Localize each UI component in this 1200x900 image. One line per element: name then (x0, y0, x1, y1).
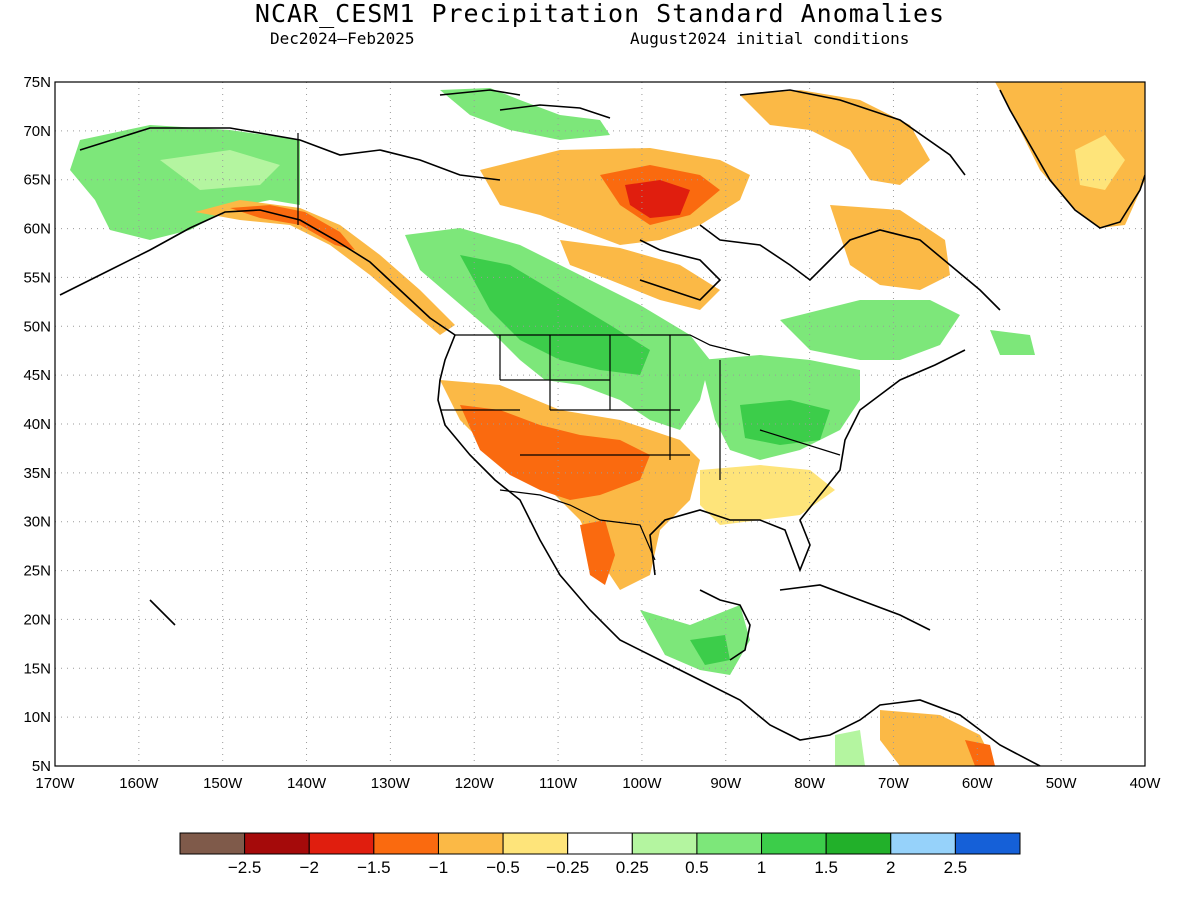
latitude-tick-label: 50N (23, 318, 51, 335)
political-borders (297, 133, 841, 561)
colorbar-swatch (567, 832, 633, 855)
forecast-period: Dec2024–Feb2025 (270, 29, 415, 48)
graticule (55, 82, 1145, 766)
latitude-tick-label: 25N (23, 563, 51, 580)
anomaly-region-arctic-islands (440, 88, 610, 140)
latitude-tick-label: 55N (23, 269, 51, 286)
coastlines (59, 89, 1145, 766)
latitude-tick-label: 5N (32, 758, 51, 775)
colorbar-label: −1 (429, 858, 448, 877)
anomaly-region-alaska-light (160, 150, 280, 190)
anomaly-region-colombia-green (835, 730, 865, 766)
longitude-tick-label: 170W (35, 775, 75, 792)
colorbar-label: 0.25 (616, 858, 649, 877)
latitude-tick-label: 75N (23, 74, 51, 91)
anomaly-region-gulf-alaska (195, 200, 455, 335)
anomaly-region-baffin (740, 90, 930, 185)
plot-frame (54, 81, 1146, 767)
anomaly-region-labrador (830, 205, 950, 290)
colorbar-swatch (631, 832, 698, 855)
colorbar-swatch (890, 832, 956, 855)
latitude-tick-label: 20N (23, 611, 51, 628)
longitude-tick-label: 120W (455, 775, 495, 792)
anomaly-field (70, 82, 1145, 766)
colorbar-swatch (244, 832, 310, 855)
colorbar-label: −0.25 (546, 858, 589, 877)
anomaly-region-newfoundland (990, 330, 1035, 355)
latitude-tick-label: 10N (23, 709, 51, 726)
latitude-tick-label: 45N (23, 367, 51, 384)
colorbar-swatch (502, 832, 569, 855)
anomaly-region-mexico-red (580, 520, 615, 585)
anomaly-region-southwest-red (460, 405, 650, 500)
colorbar-label: 1 (757, 858, 766, 877)
colorbar-swatch (308, 832, 375, 855)
latitude-tick-label: 30N (23, 514, 51, 531)
longitude-tick-label: 40W (1130, 775, 1162, 792)
latitude-tick-label: 70N (23, 123, 51, 140)
anomaly-region-venezuela (880, 710, 995, 766)
longitude-tick-label: 150W (203, 775, 243, 792)
latitude-labels: 75N 70N 65N 60N 55N 50N 45N 40N 35N 30N 25N 20N 15N 1… (23, 74, 51, 775)
longitude-tick-label: 80W (794, 775, 826, 792)
anomaly-region-southern-quebec (780, 300, 960, 360)
colorbar-swatch (696, 832, 763, 855)
longitude-labels: 170W 160W 150W 140W 130W 120W 110W 100W 90W 80W 70… (35, 775, 1161, 792)
anomaly-region-central-america-core (690, 635, 730, 665)
initial-conditions: August2024 initial conditions (630, 29, 910, 48)
anomaly-region-hudson-darkred (625, 180, 690, 218)
colorbar: −2.5 −2 −1.5 −1 −0.5 −0.25 0.25 0.5 1 1.5 2 2.5 (179, 832, 1021, 877)
colorbar-label: −1.5 (357, 858, 391, 877)
colorbar-label: 1.5 (814, 858, 838, 877)
anomaly-region-southeast (700, 465, 835, 525)
colorbar-label: −2 (300, 858, 319, 877)
map-title: NCAR_CESM1 Precipitation Standard Anomal… (254, 0, 946, 28)
latitude-tick-label: 60N (23, 221, 51, 238)
colorbar-swatch (825, 832, 892, 855)
colorbar-swatch (761, 832, 827, 855)
colorbar-label: 0.5 (685, 858, 709, 877)
longitude-tick-label: 70W (878, 775, 910, 792)
longitude-tick-label: 50W (1046, 775, 1078, 792)
colorbar-label: −0.5 (486, 858, 520, 877)
anomaly-region-venezuela-red (965, 740, 995, 766)
colorbar-swatch (437, 832, 504, 855)
colorbar-swatch (179, 832, 246, 855)
anomaly-region-greenland-light (1075, 135, 1125, 190)
latitude-tick-label: 40N (23, 416, 51, 433)
anomaly-region-greenland (995, 82, 1145, 228)
longitude-tick-label: 110W (539, 775, 578, 792)
longitude-tick-label: 140W (287, 775, 327, 792)
latitude-tick-label: 15N (23, 660, 51, 677)
colorbar-swatch (373, 832, 439, 855)
longitude-tick-label: 60W (962, 775, 994, 792)
longitude-tick-label: 90W (710, 775, 742, 792)
anomaly-region-gulf-alaska-red (230, 205, 355, 250)
colorbar-label: 2.5 (944, 858, 968, 877)
colorbar-label: 2 (886, 858, 895, 877)
latitude-tick-label: 35N (23, 465, 51, 482)
anomaly-region-ohio-core (740, 400, 830, 445)
longitude-tick-label: 100W (622, 775, 662, 792)
latitude-tick-label: 65N (23, 172, 51, 189)
colorbar-label: −2.5 (228, 858, 262, 877)
colorbar-swatch (954, 832, 1021, 855)
anomaly-region-prairies-core (460, 255, 650, 375)
longitude-tick-label: 130W (371, 775, 411, 792)
longitude-tick-label: 160W (119, 775, 159, 792)
